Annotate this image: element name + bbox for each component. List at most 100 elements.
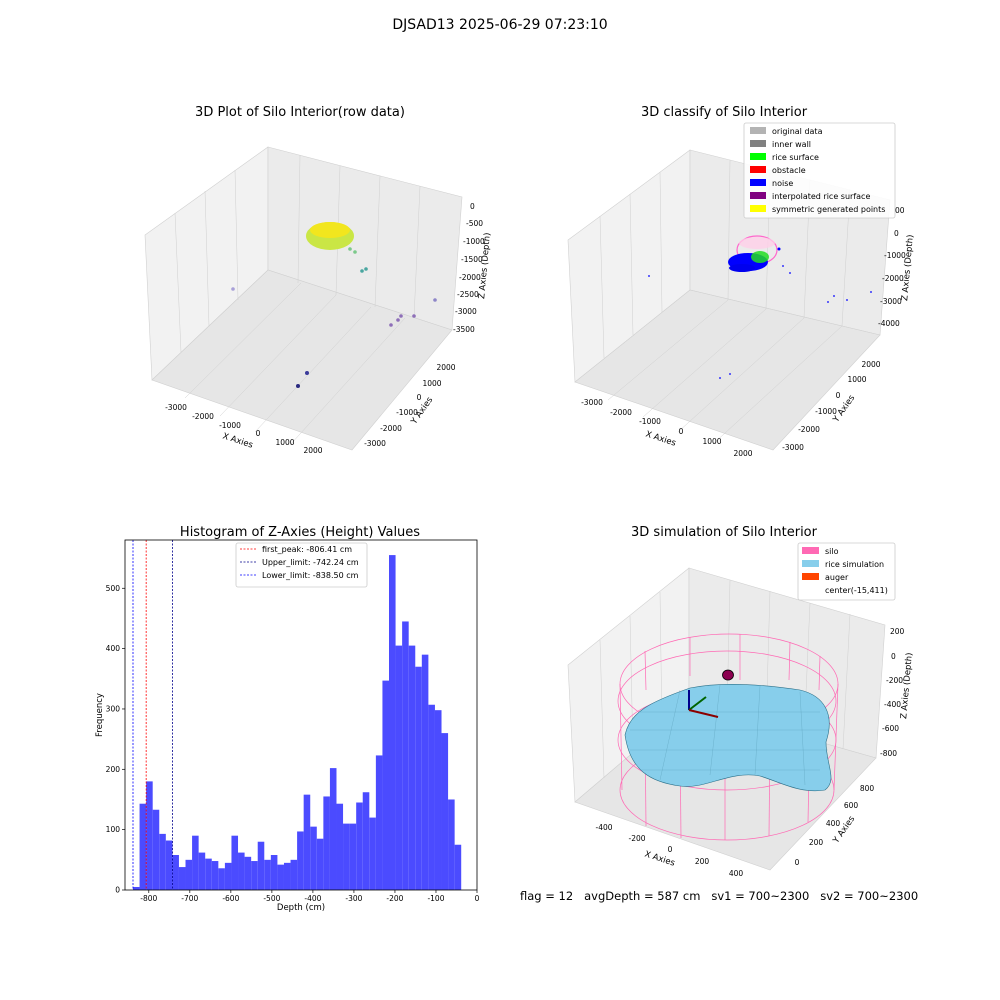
center-axes [688, 690, 719, 718]
histogram-bar [178, 867, 186, 890]
z-tick: -1000 [463, 237, 485, 246]
noise-point [833, 295, 835, 297]
x-tick-label: -200 [386, 894, 403, 903]
histogram-bar [362, 792, 370, 890]
legend-label: Upper_limit: -742.24 cm [262, 558, 359, 567]
y-tick: -3000 [782, 443, 804, 452]
histogram-bar [395, 645, 403, 890]
raw-point [360, 269, 364, 273]
noise-point [789, 272, 791, 274]
histogram-bar [408, 645, 416, 890]
histogram-bar [211, 861, 219, 890]
histogram-bar [303, 794, 311, 890]
raw-point [231, 287, 235, 291]
legend-box [235, 542, 368, 588]
x-tick-label: -800 [140, 894, 157, 903]
x-tick-label: 0 [475, 894, 480, 903]
noise-point [777, 247, 781, 251]
legend-label: center(-15,411) [825, 586, 888, 595]
x-tick: -3000 [165, 403, 187, 412]
x-tick: 1000 [275, 438, 294, 447]
z-tick: 200 [890, 627, 905, 636]
histogram-bar [336, 803, 344, 890]
legend-swatch [750, 153, 766, 160]
legend-label: original data [772, 127, 823, 136]
z-tick: -2000 [882, 274, 904, 283]
histogram-bar [159, 833, 166, 890]
noise-cluster [729, 264, 755, 272]
z-tick: -2000 [459, 273, 481, 282]
z-tick: -600 [882, 724, 899, 733]
noise-point [827, 301, 829, 303]
raw-point [296, 384, 300, 388]
x-tick: 0 [679, 427, 684, 436]
legend-swatch [750, 166, 766, 173]
classify-points [648, 235, 872, 379]
x-tick: 2000 [303, 446, 322, 455]
histogram-bar [415, 666, 422, 890]
y-tick-label: 400 [106, 644, 121, 653]
histogram-bar [310, 826, 317, 890]
histogram-bar [264, 859, 271, 890]
rice-cluster-top [310, 222, 350, 238]
histogram-bar [218, 868, 225, 890]
histogram-bar [428, 704, 435, 890]
histogram-bar [283, 862, 291, 890]
y-tick: 400 [826, 819, 841, 828]
histogram-bar [152, 809, 160, 890]
histogram-bar [343, 823, 350, 890]
histogram-vlines [132, 540, 173, 890]
z-axis-label: Z Axies (Depth) [900, 234, 916, 301]
z-tick: -3500 [453, 325, 475, 334]
chart-title-simulation: 3D simulation of Silo Interior [631, 525, 818, 540]
y-tick-label: 100 [106, 825, 121, 834]
raw-point [348, 247, 352, 251]
y-tick-label: 0 [115, 886, 120, 895]
interpolated-rice-surface [739, 237, 775, 249]
z-tick: -3000 [880, 297, 902, 306]
panel-classify: 3D classify of Silo Interior [567, 105, 916, 458]
x-axis-label: X Axies [644, 429, 677, 448]
legend-swatch [750, 127, 766, 134]
histogram-bar [434, 710, 442, 890]
legend-label: noise [772, 179, 793, 188]
histogram-bar [146, 781, 153, 890]
legend-swatch [750, 192, 766, 199]
histogram-bar [349, 823, 357, 890]
y-tick: -2000 [380, 424, 402, 433]
histogram-bar [375, 755, 383, 890]
histogram-bar [270, 855, 278, 890]
y-tick: 200 [809, 838, 824, 847]
plot-frame [124, 539, 478, 891]
rice-simulation-surface [624, 684, 832, 792]
histogram-bar [165, 840, 173, 890]
noise-point [648, 275, 650, 277]
raw-point [353, 250, 357, 254]
legend-swatch [750, 179, 766, 186]
y-tick: 0 [795, 858, 800, 867]
histogram-bar [290, 859, 298, 890]
z-tick: 0 [891, 652, 896, 661]
legend-label: rice simulation [825, 560, 884, 569]
legend-label: interpolated rice surface [772, 192, 870, 201]
chart-title-classify: 3D classify of Silo Interior [641, 105, 808, 120]
histogram-bar [454, 844, 462, 890]
x-tick: -2000 [610, 408, 632, 417]
x-tick: 1000 [702, 437, 721, 446]
histogram-bar [369, 817, 376, 890]
x-tick: -1000 [219, 421, 241, 430]
y-tick: 0 [417, 393, 422, 402]
legend-label: rice surface [772, 153, 819, 162]
raw-points [231, 222, 437, 388]
legend-swatch [750, 140, 766, 147]
x-tick: 200 [695, 857, 710, 866]
y-tick: 0 [836, 391, 841, 400]
histogram-bar [133, 886, 140, 890]
auger-marker [722, 669, 734, 681]
chart-title-histogram: Histogram of Z-Axies (Height) Values [180, 525, 420, 540]
histogram-bar [251, 861, 258, 890]
z-tick: -500 [466, 219, 483, 228]
histogram-bar [448, 799, 455, 890]
legend-label: symmetric generated points [772, 205, 885, 214]
z-tick: 00 [895, 206, 905, 215]
